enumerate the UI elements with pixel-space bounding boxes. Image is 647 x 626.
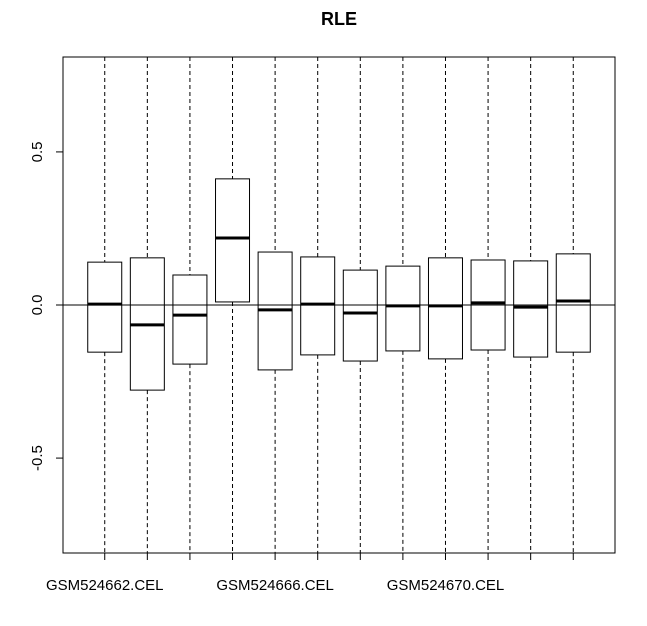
x-tick-label: GSM524670.CEL [387, 577, 505, 594]
box [172, 274, 208, 365]
x-tick-label: GSM524666.CEL [216, 577, 334, 594]
x-tick-label: GSM524662.CEL [46, 577, 164, 594]
box [427, 257, 463, 360]
box [342, 269, 378, 362]
chart-title: RLE [321, 9, 357, 29]
y-tick-label: 0.5 [29, 141, 46, 162]
box [513, 260, 549, 358]
box [555, 253, 591, 353]
y-tick-label: 0.0 [29, 295, 46, 316]
box [215, 178, 251, 303]
y-tick-label: -0.5 [29, 445, 46, 471]
box [300, 256, 336, 356]
box [87, 261, 123, 353]
box [385, 265, 421, 352]
